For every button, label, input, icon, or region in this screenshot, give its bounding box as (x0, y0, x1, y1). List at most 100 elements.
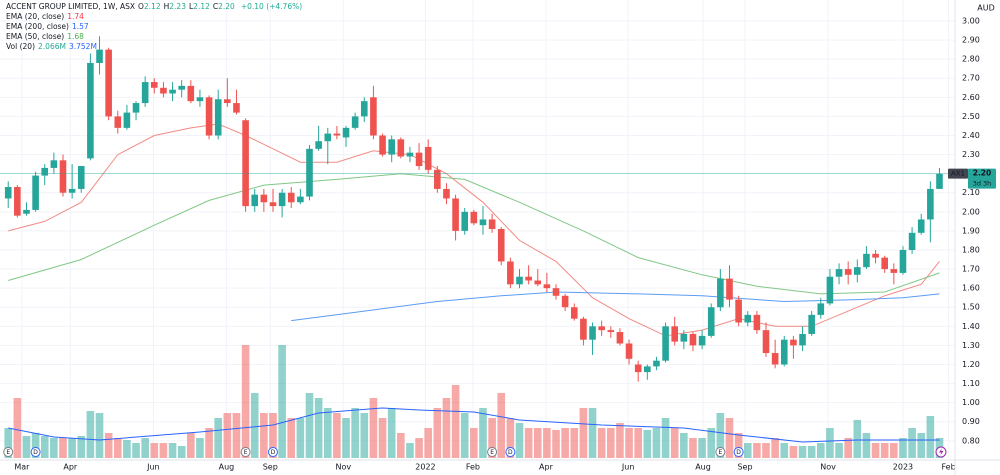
candle-body (379, 135, 386, 155)
volume-bar (296, 418, 305, 458)
indicator-value: 3.752M (68, 42, 97, 51)
candle-body (598, 326, 605, 331)
volume-bar (460, 413, 469, 458)
event-label: D (736, 449, 741, 456)
y-tick-label: 0.80 (962, 436, 980, 445)
volume-bar (762, 443, 770, 458)
candle-body (543, 284, 551, 289)
volume-bar (104, 433, 113, 458)
candle-body (123, 112, 131, 128)
ohlc-label: C (212, 2, 219, 11)
ohlc-value: 2.12 (143, 2, 161, 11)
indicator-name: EMA (200, close) (6, 22, 69, 31)
candle-body (287, 192, 295, 203)
candle-body (370, 97, 377, 136)
price-tag-symbol-box (948, 168, 968, 179)
candle-body (114, 116, 122, 128)
volume-bar (50, 438, 58, 458)
volume-bar (168, 443, 177, 458)
volume-bar (871, 443, 880, 458)
volume-bar (214, 418, 223, 458)
volume-bar (853, 420, 862, 458)
candle-body (32, 175, 39, 210)
candle-body (507, 261, 514, 285)
candle-body (717, 278, 724, 308)
volume-bar (862, 433, 871, 458)
candle-body (516, 276, 523, 285)
candle-body (826, 276, 834, 304)
volume-bar (360, 413, 369, 458)
candle-body (872, 253, 879, 258)
candle-body (242, 120, 249, 207)
volume-bar (351, 408, 359, 458)
volume-bar (141, 438, 149, 458)
candle-body (817, 303, 825, 315)
volume-bar (323, 408, 332, 458)
volume-bar (40, 436, 49, 458)
volume-bar (187, 433, 195, 458)
volume-bar (579, 408, 588, 458)
candle-body (278, 192, 286, 207)
candle-body (14, 187, 21, 216)
candle-body (790, 339, 797, 346)
indicator-value: 1.57 (71, 22, 89, 31)
ohlc-item: C2.20 (213, 2, 235, 11)
volume-bar (734, 433, 743, 458)
event-label: E (490, 449, 494, 456)
ohlc-item: L2.12 (189, 2, 210, 11)
candle-body (77, 166, 85, 189)
x-tick-label: Sep (263, 463, 278, 472)
volume-bar (725, 418, 734, 458)
x-tick-label: Sep (737, 463, 752, 472)
candle-body (854, 267, 861, 275)
volume-bar (59, 438, 67, 458)
ema-line (8, 123, 940, 337)
volume-bar (260, 413, 268, 458)
candle-body (707, 307, 715, 336)
volume-bar (387, 408, 396, 458)
volume-bar (606, 428, 615, 458)
event-label: D (33, 449, 38, 456)
event-marker (505, 447, 516, 457)
volume-bar (634, 428, 642, 458)
candle-body (205, 97, 213, 136)
candle-body (68, 188, 76, 193)
candle-body (662, 326, 669, 361)
candle-body (644, 366, 651, 373)
x-tick-label: Mar (14, 463, 30, 472)
candle-body (552, 288, 560, 296)
candle-body (698, 335, 706, 346)
candle-body (415, 152, 423, 167)
volume-bar (196, 438, 204, 458)
candle-body (927, 188, 934, 220)
volume-bar (397, 433, 405, 458)
volume-bar (597, 428, 606, 458)
x-tick-label: Nov (335, 463, 351, 472)
volume-bar (643, 430, 652, 458)
volume-bar (378, 418, 387, 458)
ohlc-label: O (138, 2, 144, 11)
header-line: ACCENT GROUP LIMITED, 1W, ASX O2.12 H2.23 L… (6, 2, 305, 12)
candle-body (342, 127, 350, 138)
candle-body (863, 253, 870, 268)
volume-bar (287, 418, 296, 458)
candle-body (269, 202, 277, 207)
candle-body (41, 167, 49, 176)
volume-bar (707, 428, 716, 458)
candle-body (59, 160, 67, 193)
candle-body (917, 219, 925, 233)
y-tick-label: 2.00 (962, 207, 980, 216)
volume-bar (77, 436, 86, 458)
volume-bar (835, 443, 843, 458)
candle-body (488, 219, 496, 229)
candle-body (132, 103, 140, 113)
candle-body (315, 141, 322, 149)
volume-bar (68, 438, 76, 458)
event-label: D (508, 449, 513, 456)
y-tick-label: 1.10 (962, 379, 980, 388)
candle-body (735, 299, 742, 323)
volume-bar (424, 428, 432, 458)
candle-body (616, 332, 624, 344)
candle-body (899, 249, 907, 273)
